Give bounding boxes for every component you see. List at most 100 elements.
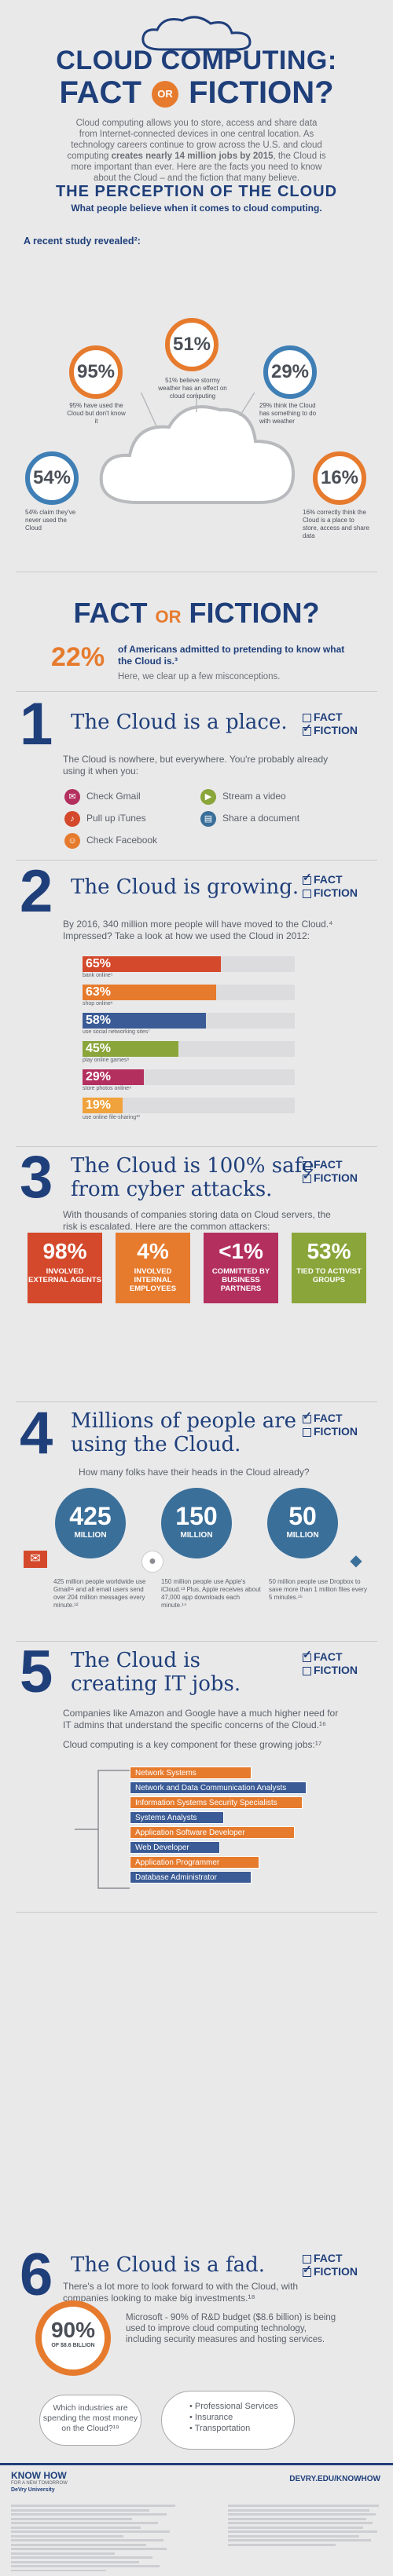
section-6-paragraph: There's a lot more to look forward to wi… [63,2281,299,2304]
divider [16,1912,377,1913]
million-number: 50 [288,1502,317,1530]
attacker-tile-label: INVOLVED INTERNAL EMPLOYEES [129,1267,177,1293]
million-note-425: 425 million people worldwide use Gmail¹¹… [53,1578,146,1609]
stat-note-29: 29% think the Cloud has something to do … [259,402,317,425]
claim-6: The Cloud is a fad. [71,2253,265,2277]
fiction-label: FICTION [314,1425,358,1438]
envelope-icon: ✉ [24,1551,47,1568]
use-item-label: Check Gmail [86,791,141,802]
million-note-50: 50 million people use Dropbox to save mo… [269,1578,367,1601]
attacker-tile-value: 53% [307,1239,351,1263]
stat-circle-16: 16% [313,451,366,505]
section-3-paragraph: With thousands of companies storing data… [63,1209,331,1232]
job-item: Application Programmer [130,1856,259,1869]
fiction-label: FICTION [314,1664,358,1676]
big-cloud-icon [99,393,296,504]
industries-list: • Professional Services • Insurance • Tr… [161,2391,295,2450]
million-label: MILLION [74,1531,107,1540]
industry-label: Transportation [194,2424,251,2433]
attacker-tile: 4% INVOLVED INTERNAL EMPLOYEES [116,1233,190,1303]
perception-subtitle: What people believe when it comes to clo… [71,203,322,214]
verdict-1: FACT FICTION [303,711,358,737]
use-item-facebook: ☺ Check Facebook [64,833,157,849]
fof-fact: FACT [73,597,148,629]
usage-bar: 63% [83,985,216,1000]
divider [16,1641,377,1642]
stat-circle-95: 95% [69,345,123,399]
section-1-paragraph: The Cloud is nowhere, but everywhere. Yo… [63,754,329,776]
usage-bar-label: bank online⁵ [83,973,113,978]
section-number-3: 3 [20,1144,53,1211]
fiction-checkbox-checked [303,1169,312,1183]
verdict-5: FACT FICTION [303,1648,358,1677]
usage-bar-label: use online file-sharing¹⁰ [83,1115,141,1120]
stat-circle-51: 51% [165,318,219,371]
attacker-tile-label: COMMITTED BY BUSINESS PARTNERS [211,1267,270,1293]
verdict-3: FACT FICTION [303,1158,358,1185]
disclaimer-block [228,2505,382,2552]
verdict-2: FACT FICTION [303,871,358,900]
fiction-checkbox [303,1666,311,1675]
claim-5-line-1: The Cloud is [71,1649,200,1672]
fof-or: OR [155,607,182,627]
fact-label: FACT [314,1158,343,1171]
fiction-label: FICTION [314,1171,358,1184]
stat-circle-54: 54% [25,451,79,505]
use-item-label: Share a document [222,813,300,824]
verdict-6: FACT FICTION [303,2252,358,2278]
section-number-4: 4 [20,1400,53,1467]
claim-2: The Cloud is growing. [71,875,299,899]
usage-bar-label: play online games⁸ [83,1058,130,1063]
devry-url-link[interactable]: DEVRY.EDU/KNOWHOW [289,2475,380,2483]
claim-4-line-1: Millions of people are [71,1409,297,1433]
use-item-label: Pull up iTunes [86,813,146,824]
usage-bar-track [83,1098,295,1113]
job-item: Network Systems Administrators [130,1767,252,1790]
usage-bar-label: store photos online⁹ [83,1086,132,1091]
section-2-paragraph: By 2016, 340 million more people will ha… [63,919,333,941]
cloud-icon [141,16,252,51]
use-item-share: ▤ Share a document [200,811,299,827]
industry-item: • Insurance [189,2413,233,2422]
dropbox-icon: ◆ [350,1552,362,1569]
million-number: 150 [175,1502,218,1530]
use-item-gmail: ✉ Check Gmail [64,789,141,805]
million-circle-150: 150 MILLION [161,1488,232,1558]
stat-note-95: 95% have used the Cloud but don't know i… [67,402,126,425]
industry-item: • Professional Services [189,2402,278,2411]
fact-checkbox-checked [303,1648,312,1662]
usage-bar-label: shop online⁶ [83,1001,113,1007]
fof-fiction: FICTION? [189,597,320,629]
footer-bar [0,2463,393,2465]
fad-stat-value: 90% [50,2318,96,2342]
fact-label: FACT [314,1412,343,1424]
fact-label: FACT [314,711,343,723]
attacker-tile-value: 4% [137,1239,169,1263]
use-item-label: Stream a video [222,791,286,802]
fact-checkbox-checked [303,1409,312,1423]
fact-checkbox-checked [303,871,312,885]
music-icon: ♪ [64,811,80,827]
hero-intro-part-1: Cloud computing allows you to store, acc… [67,119,322,161]
million-label: MILLION [180,1531,213,1540]
fact-label: FACT [314,2252,343,2264]
fad-stat-circle: 90% OF $8.6 BILLION [35,2300,111,2376]
industry-label: Professional Services [194,2402,278,2411]
section-5-paragraph-2: Cloud computing is a key component for t… [63,1739,322,1750]
hero-intro-bold: creates nearly 14 million jobs by 2015 [111,152,274,161]
study-label: A recent study revealed²: [24,236,141,247]
knowhow-logo: KNOW HOW [11,2470,67,2481]
industry-item: • Transportation [189,2424,251,2433]
attacker-tile-label: INVOLVED EXTERNAL AGENTS [28,1267,101,1284]
use-item-itunes: ♪ Pull up iTunes [64,811,146,827]
fof-heading: FACT OR FICTION? [0,597,393,630]
section-number-6: 6 [20,2242,53,2308]
industry-label: Insurance [194,2413,233,2422]
industries-panel: Which industries are spending the most m… [24,2391,369,2450]
usage-bar: 19% [83,1098,123,1113]
million-circle-50: 50 MILLION [267,1488,338,1558]
usage-bar: 45% [83,1041,178,1057]
claim-3-line-2: from cyber attacks. [71,1178,273,1201]
job-item: Web Developer [130,1841,220,1854]
attacker-tile: 98% INVOLVED EXTERNAL AGENTS [28,1233,102,1303]
